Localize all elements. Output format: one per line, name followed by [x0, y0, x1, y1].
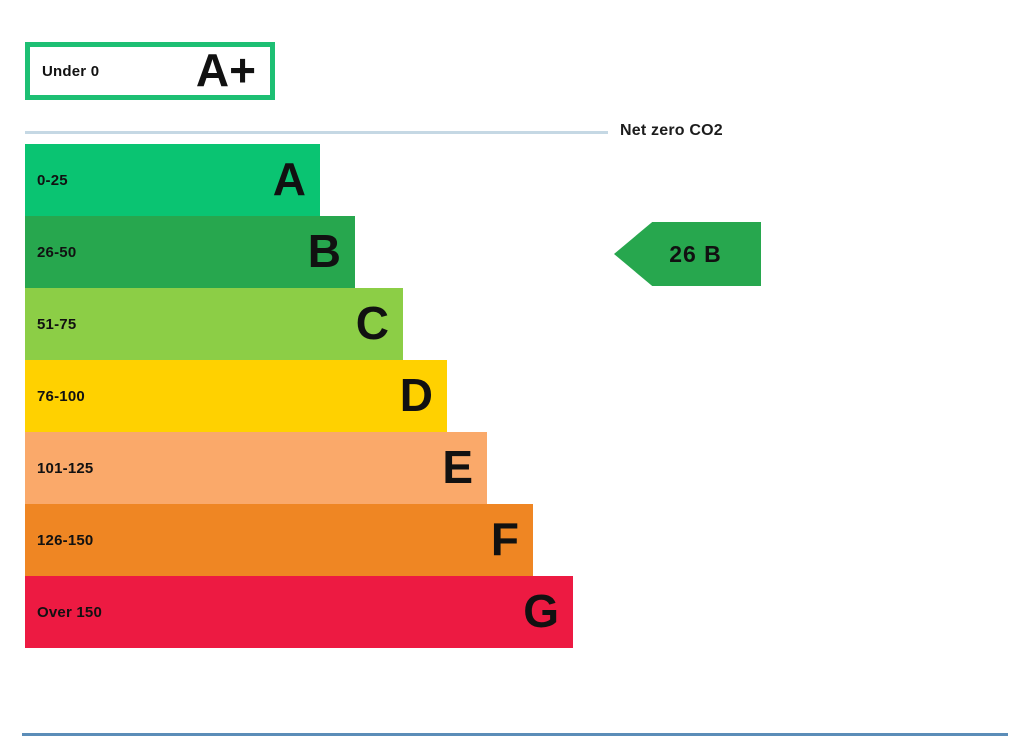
band-range-g: Over 150	[37, 603, 102, 621]
band-range-a: 0-25	[37, 171, 68, 189]
band-list: 0-25 A 26-50 B 51-75 C 76-100 D 101-125 …	[25, 144, 573, 648]
band-row-f: 126-150 F	[25, 504, 533, 576]
net-zero-label: Net zero CO2	[620, 122, 723, 139]
band-range-e: 101-125	[37, 459, 94, 477]
current-rating-label: 26 B	[669, 240, 722, 267]
band-letter-a-plus: A+	[195, 44, 256, 97]
band-row-a-plus: Under 0 A+	[25, 42, 275, 100]
band-letter-e: E	[442, 441, 473, 494]
current-rating-arrow: 26 B	[614, 222, 761, 286]
band-row-a: 0-25 A	[25, 144, 320, 216]
band-row-c: 51-75 C	[25, 288, 403, 360]
footer-rule	[22, 733, 1008, 736]
band-row-b: 26-50 B	[25, 216, 355, 288]
band-range-b: 26-50	[37, 243, 77, 261]
band-range-c: 51-75	[37, 315, 77, 333]
band-letter-a: A	[272, 153, 306, 206]
band-row-d: 76-100 D	[25, 360, 447, 432]
band-row-e: 101-125 E	[25, 432, 487, 504]
band-letter-f: F	[490, 513, 519, 566]
band-row-g: Over 150 G	[25, 576, 573, 648]
band-range-a-plus: Under 0	[42, 62, 100, 80]
band-letter-g: G	[523, 585, 559, 638]
band-range-f: 126-150	[37, 531, 94, 549]
band-range-d: 76-100	[37, 387, 85, 405]
band-letter-b: B	[307, 225, 341, 278]
band-letter-c: C	[355, 297, 389, 350]
net-zero-rule	[25, 131, 608, 134]
band-letter-d: D	[399, 369, 433, 422]
